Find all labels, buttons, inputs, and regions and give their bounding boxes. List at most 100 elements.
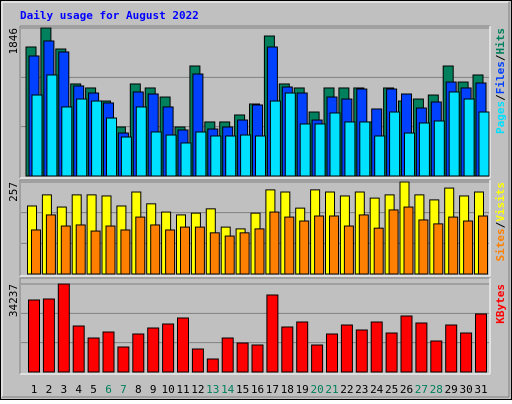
x-tick-label: 30 (459, 383, 472, 396)
bar (31, 229, 41, 275)
bar (355, 329, 368, 373)
legend: Sites/Visits (494, 182, 507, 262)
legend-entry: Sites (494, 228, 507, 261)
bar (418, 219, 429, 275)
bar (254, 228, 265, 275)
bar (370, 321, 383, 373)
bar (389, 111, 401, 177)
x-tick-label: 27 (415, 383, 428, 396)
bar (255, 135, 266, 177)
bar (344, 121, 356, 177)
bar (209, 232, 220, 275)
bar (340, 324, 353, 373)
bar (224, 235, 235, 275)
bar (165, 134, 177, 177)
bar (404, 132, 415, 177)
legend-entry: Hits (494, 28, 507, 55)
y-tick-label: 257 (7, 182, 20, 202)
bar (72, 325, 85, 373)
bar (57, 283, 70, 373)
bar (132, 333, 145, 373)
bar (418, 122, 430, 177)
x-tick-label: 10 (161, 383, 174, 396)
legend-entry: Files (494, 61, 507, 94)
bar (105, 225, 116, 275)
legend-entry: Visits (494, 182, 507, 222)
x-tick-label: 4 (75, 383, 82, 396)
bar (61, 106, 73, 177)
x-tick-label: 14 (221, 383, 235, 396)
legend-separator: / (494, 94, 507, 101)
bar (385, 332, 398, 373)
bar (478, 111, 490, 177)
bar (296, 321, 309, 373)
x-tick-label: 24 (370, 383, 384, 396)
x-tick-label: 8 (135, 383, 142, 396)
bar (75, 224, 86, 275)
legend: KBytes (494, 284, 507, 324)
bar (314, 215, 325, 275)
x-tick-label: 28 (430, 383, 443, 396)
x-tick-label: 25 (385, 383, 398, 396)
bar (191, 348, 204, 373)
legend-entry: KBytes (494, 284, 507, 324)
x-tick-label: 26 (400, 383, 413, 396)
bar (42, 298, 55, 373)
bar (251, 344, 264, 373)
x-tick-label: 1 (31, 383, 38, 396)
x-tick-label: 22 (340, 383, 353, 396)
bar (400, 315, 413, 373)
x-tick-label: 29 (445, 383, 458, 396)
bar (210, 135, 222, 177)
bar (102, 331, 115, 373)
bar (221, 337, 234, 373)
bar (194, 226, 205, 275)
bar (373, 227, 384, 275)
bar (240, 134, 252, 177)
bar (415, 322, 428, 373)
bar (314, 123, 326, 177)
bar (478, 215, 488, 275)
bar (448, 216, 459, 275)
legend-entry: Pages (494, 101, 507, 134)
bar (135, 216, 146, 275)
bar (195, 131, 207, 177)
bar (239, 232, 250, 275)
x-tick-label: 16 (251, 383, 264, 396)
bar (326, 333, 338, 373)
bar (180, 142, 192, 177)
x-tick-label: 19 (296, 383, 309, 396)
x-tick-label: 17 (266, 383, 279, 396)
x-tick-label: 5 (90, 383, 97, 396)
bar (87, 337, 100, 373)
bar (433, 223, 444, 275)
bar (460, 332, 473, 373)
bar (388, 209, 399, 275)
x-tick-label: 21 (325, 383, 338, 396)
x-tick-label: 9 (150, 383, 157, 396)
bar (120, 136, 132, 177)
x-tick-label: 11 (176, 383, 189, 396)
bar (135, 106, 147, 177)
bar (31, 94, 43, 177)
bar (359, 121, 371, 177)
bar (329, 215, 339, 275)
y-tick-label: 34237 (7, 284, 20, 317)
bar (150, 131, 162, 177)
bar (269, 100, 281, 177)
bar (28, 299, 40, 373)
bar (403, 206, 414, 275)
bar (45, 214, 56, 275)
y-tick-label: 1846 (7, 28, 20, 55)
bar (165, 229, 176, 275)
bar (106, 117, 117, 177)
legend-separator: / (494, 54, 507, 61)
x-tick-label: 2 (46, 383, 53, 396)
x-tick-label: 3 (60, 383, 67, 396)
bar (120, 229, 131, 275)
bar (430, 340, 443, 373)
bar (299, 123, 311, 177)
x-tick-label: 12 (191, 383, 204, 396)
legend: Pages/Files/Hits (494, 28, 507, 134)
